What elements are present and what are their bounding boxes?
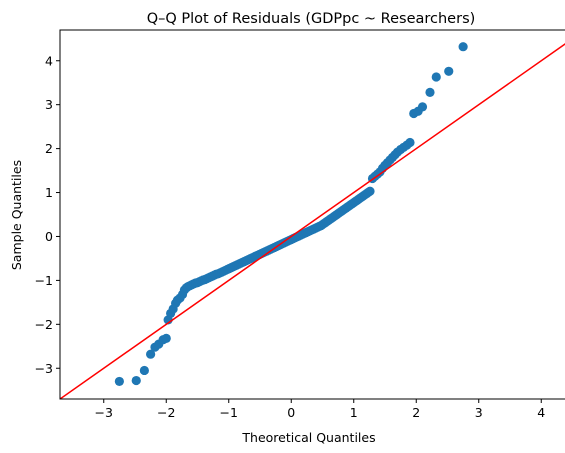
data-point (431, 72, 441, 82)
y-tick-label: 4 (45, 53, 53, 68)
data-point (114, 376, 124, 387)
x-tick-label: −1 (220, 405, 238, 420)
y-tick-label: 2 (45, 141, 53, 156)
data-point (417, 102, 428, 112)
data-point (146, 349, 156, 359)
y-tick-label: 0 (45, 229, 53, 244)
x-tick-label: −2 (157, 405, 175, 420)
y-tick-label: −3 (35, 361, 53, 376)
y-axis-label: Sample Quantiles (9, 160, 24, 270)
data-points (114, 42, 468, 387)
data-point (458, 42, 468, 52)
data-point (161, 333, 171, 343)
x-tick-label: −3 (95, 405, 113, 420)
x-tick-label: 1 (350, 405, 358, 420)
x-tick-label: 4 (537, 405, 545, 420)
x-tick-label: 0 (287, 405, 295, 420)
x-tick-label: 3 (475, 405, 483, 420)
reference-line (60, 43, 565, 399)
y-tick-label: 3 (45, 97, 53, 112)
data-point (139, 365, 149, 376)
data-point (405, 137, 415, 148)
data-point (444, 66, 454, 76)
data-point (131, 375, 141, 386)
x-axis-label: Theoretical Quantiles (241, 430, 375, 445)
y-tick-label: −2 (35, 317, 53, 332)
data-point (425, 87, 435, 97)
data-point (365, 186, 375, 196)
x-tick-label: 2 (412, 405, 420, 420)
y-tick-label: −1 (35, 273, 53, 288)
chart-title: Q–Q Plot of Residuals (GDPpc ~ Researche… (147, 11, 476, 27)
y-tick-label: 1 (45, 185, 53, 200)
plot-frame (59, 29, 565, 400)
plot-area: −3 −2 −1 0 1 2 3 4 −3 −2 −1 0 1 2 3 4 (35, 29, 565, 420)
